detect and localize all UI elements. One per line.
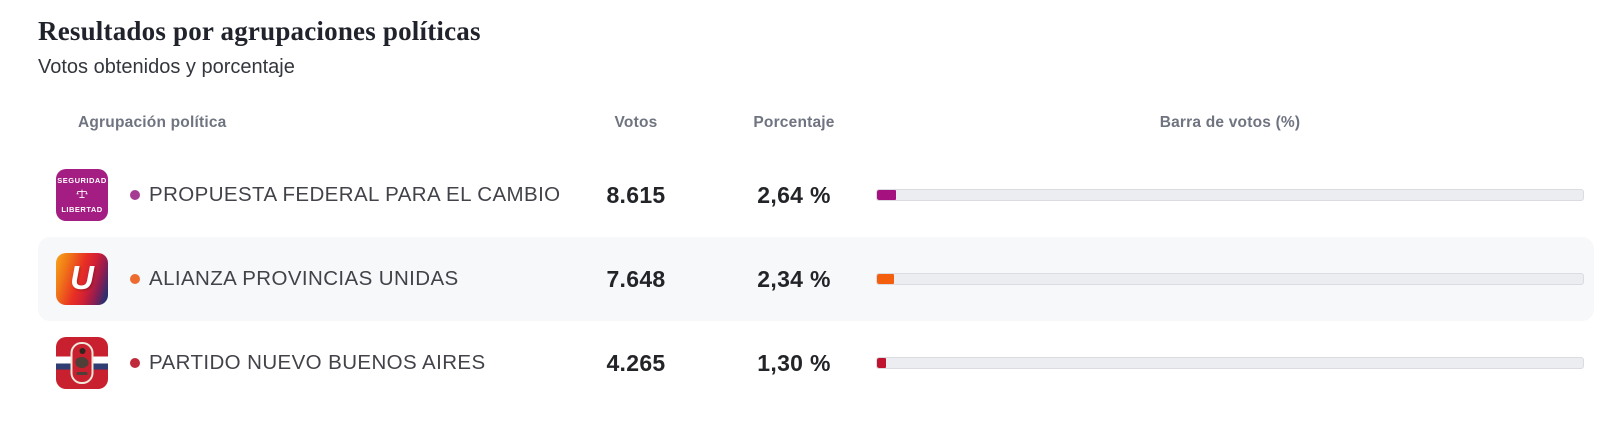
results-rows: SEGURIDAD LIBERTAD (0, 153, 1600, 405)
party-name: ALIANZA PROVINCIAS UNIDAS (149, 267, 459, 291)
vote-bar-track (876, 357, 1584, 370)
percentage-value: 2,64 % (757, 181, 831, 208)
votes-bar-cell (876, 189, 1584, 202)
party-bullet (130, 358, 140, 369)
votes-value: 8.615 (606, 181, 666, 208)
column-header-percentage: Porcentaje (753, 114, 835, 132)
party-cell: SEGURIDAD LIBERTAD (38, 169, 561, 222)
percentage-value: 1,30 % (757, 349, 831, 376)
party-name: PROPUESTA FEDERAL PARA EL CAMBIO (149, 183, 561, 207)
party-bullet (130, 274, 140, 285)
logo-text-line: LIBERTAD (61, 205, 103, 215)
page-subtitle: Votos obtenidos y porcentaje (38, 56, 295, 79)
party-name: PARTIDO NUEVO BUENOS AIRES (149, 351, 486, 375)
emblem-animal-icon (74, 356, 90, 369)
logo-letter: U (70, 259, 94, 297)
logo-emblem-capsule (70, 342, 94, 385)
table-row: SEGURIDAD LIBERTAD (38, 153, 1594, 237)
votes-value: 7.648 (606, 265, 666, 292)
percentage-value: 2,34 % (757, 265, 831, 292)
vote-bar-track (876, 189, 1584, 202)
section-header: Resultados por agrupaciones políticas Vo… (0, 0, 1600, 79)
party-logo-seguridad-libertad: SEGURIDAD LIBERTAD (56, 169, 108, 222)
scales-of-justice-icon (76, 186, 88, 204)
table-header-row: Agrupación política Votos Porcentaje Bar… (0, 103, 1600, 143)
emblem-band (76, 372, 88, 376)
party-logo-partido-nuevo (56, 337, 108, 390)
page-title: Resultados por agrupaciones políticas (38, 16, 481, 46)
logo-text-line: SEGURIDAD (57, 176, 107, 186)
table-row: U ALIANZA PROVINCIAS UNIDAS 7.648 2,34 % (38, 237, 1594, 322)
votes-bar-cell (876, 357, 1584, 370)
party-cell: PARTIDO NUEVO BUENOS AIRES (38, 337, 560, 390)
column-header-votes: Votos (614, 114, 658, 132)
table-row: PARTIDO NUEVO BUENOS AIRES 4.265 1,30 % (38, 321, 1594, 405)
vote-bar-track (876, 273, 1584, 286)
party-logo-alianza-u: U (56, 253, 108, 306)
column-header-party: Agrupación política (78, 114, 227, 132)
vote-bar-fill (877, 358, 887, 369)
column-header-votes-bar: Barra de votos (%) (1159, 114, 1301, 132)
party-bullet (130, 190, 140, 201)
emblem-dot (79, 348, 85, 355)
party-cell: U ALIANZA PROVINCIAS UNIDAS (38, 253, 560, 306)
vote-bar-fill (877, 274, 894, 285)
votes-bar-cell (876, 273, 1584, 286)
votes-value: 4.265 (606, 349, 666, 376)
vote-bar-fill (877, 190, 896, 201)
